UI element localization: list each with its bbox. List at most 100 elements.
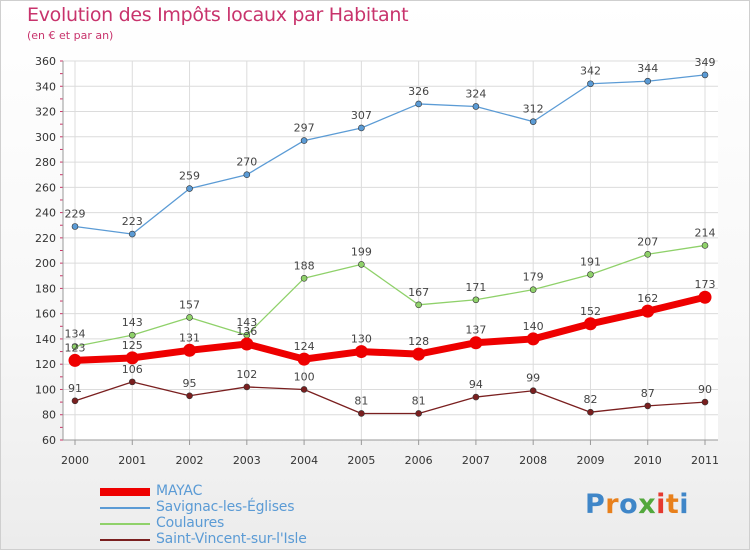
y-tick-label: 200 (35, 257, 56, 270)
x-tick-label: 2002 (176, 454, 204, 467)
data-label: 95 (183, 377, 197, 390)
y-tick-label: 240 (35, 207, 56, 220)
data-point (243, 383, 251, 391)
data-point (300, 386, 308, 393)
data-point (300, 137, 308, 144)
data-label: 131 (179, 331, 200, 344)
data-label: 167 (408, 286, 429, 299)
data-label: 214 (695, 226, 716, 239)
data-label: 162 (637, 292, 658, 305)
data-point (186, 185, 193, 192)
x-tick-label: 2003 (233, 454, 261, 467)
y-tick-label: 160 (35, 308, 56, 321)
y-tick-label: 340 (35, 80, 56, 93)
data-point (243, 171, 251, 178)
data-point (71, 397, 79, 405)
data-point (583, 317, 597, 331)
data-label: 87 (641, 387, 655, 400)
data-point (701, 398, 709, 406)
data-label: 188 (294, 259, 315, 272)
data-point (469, 336, 483, 350)
data-label: 307 (351, 109, 372, 122)
legend-label-savignac: Savignac-les-Églises (156, 499, 295, 515)
logo-letter: x (638, 489, 657, 520)
data-point (526, 332, 540, 346)
legend-label-saint-vincent: Saint-Vincent-sur-l'Isle (156, 531, 307, 547)
data-point (125, 351, 139, 365)
y-tick-label: 300 (35, 131, 56, 144)
data-label: 207 (637, 235, 658, 248)
chart-subtitle: (en € et par an) (27, 29, 114, 42)
data-point (415, 100, 422, 108)
data-label: 157 (179, 298, 200, 311)
data-point (300, 274, 308, 282)
data-label: 326 (408, 85, 429, 98)
y-tick-label: 180 (35, 282, 56, 295)
data-point (128, 230, 136, 238)
x-tick-label: 2001 (118, 454, 146, 467)
legend-swatch-saint-vincent (100, 539, 150, 541)
legend-label-mayac: MAYAC (156, 483, 203, 499)
proxiti-logo: Proxiti (585, 489, 689, 520)
legend-swatch-savignac (100, 507, 150, 509)
data-label: 82 (583, 393, 597, 406)
data-label: 102 (236, 368, 257, 381)
legend-swatch-mayac (100, 488, 150, 496)
logo-letter: o (619, 489, 639, 520)
line-chart: 60 80 100 120 140 160 180 200 220 240 260 280 300 320… (35, 55, 719, 467)
chart-title: Evolution des Impôts locaux par Habitant (27, 4, 409, 26)
data-point (71, 343, 79, 350)
y-tick-label: 100 (35, 383, 56, 396)
y-tick-label: 360 (35, 55, 56, 68)
data-point (354, 345, 368, 359)
data-point (472, 103, 480, 110)
x-tick-label: 2007 (462, 454, 490, 467)
data-point (529, 286, 537, 293)
logo-letter: i (656, 489, 666, 520)
data-point (415, 410, 422, 417)
data-point (701, 242, 709, 249)
data-label: 223 (122, 215, 143, 228)
data-label: 342 (580, 65, 601, 78)
data-label: 179 (523, 271, 544, 284)
logo-letter: r (605, 489, 620, 520)
x-tick-label: 2011 (691, 454, 719, 467)
data-label: 297 (294, 122, 315, 135)
x-tick-label: 2008 (519, 454, 547, 467)
data-point (68, 353, 82, 367)
logo-letter: P (585, 489, 606, 520)
logo-letter: t (665, 489, 680, 520)
data-label: 94 (469, 378, 483, 391)
data-point (415, 301, 422, 309)
data-point (128, 331, 136, 339)
data-label: 99 (526, 372, 540, 385)
data-point (297, 352, 311, 366)
series-line-0 (71, 293, 709, 364)
data-label: 140 (523, 320, 544, 333)
data-point (641, 304, 655, 318)
data-point (71, 223, 79, 230)
data-label: 134 (65, 328, 86, 341)
y-tick-label: 280 (35, 156, 56, 169)
data-point (644, 77, 652, 85)
data-point (587, 80, 594, 88)
data-point (472, 296, 480, 304)
data-point (529, 118, 537, 125)
y-tick-label: 220 (35, 232, 56, 245)
y-tick-label: 120 (35, 358, 56, 371)
data-label: 124 (294, 340, 315, 353)
data-label: 123 (65, 341, 86, 354)
x-tick-label: 2000 (61, 454, 89, 467)
data-point (587, 408, 594, 416)
data-label: 81 (412, 394, 426, 407)
data-point (644, 250, 652, 258)
legend-swatch-coulaures (100, 523, 150, 525)
plot-area (63, 61, 718, 440)
data-point (358, 261, 365, 268)
y-tick-label: 260 (35, 181, 56, 194)
data-label: 106 (122, 363, 143, 376)
data-point (183, 343, 197, 357)
series-line-1 (74, 74, 706, 235)
series-line-2 (74, 244, 706, 348)
data-label: 128 (408, 335, 429, 348)
